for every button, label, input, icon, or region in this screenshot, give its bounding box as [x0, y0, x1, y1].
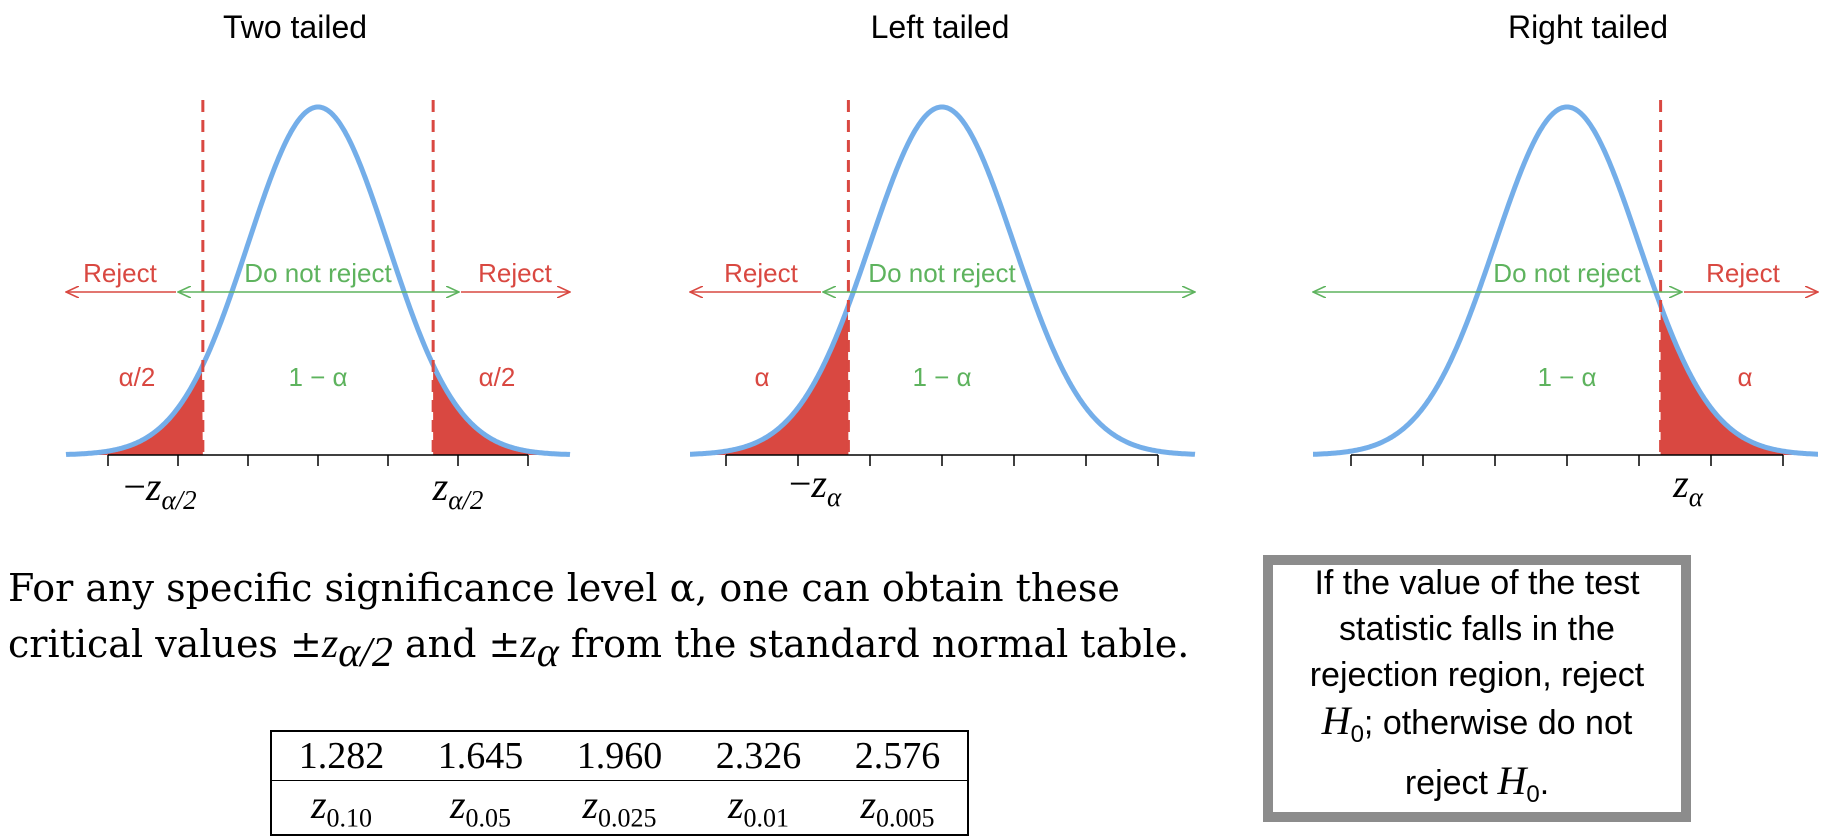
- table-cell: 1.960: [550, 731, 689, 781]
- area-label-middle: 1 − α: [1537, 362, 1596, 392]
- critical-value-label: −zα: [789, 461, 842, 512]
- left-tail-area: [66, 366, 203, 455]
- x-axis: [1350, 454, 1784, 466]
- panel-left-tailed: Left tailed Reject Do not reject α 1 − α…: [690, 9, 1195, 512]
- right-tail-area: [1660, 305, 1818, 455]
- area-label-right: α/2: [479, 362, 516, 392]
- reject-label-left: Reject: [724, 258, 798, 288]
- reject-label-left: Reject: [83, 258, 157, 288]
- table-cell: z0.05: [449, 782, 512, 833]
- table-cell: z0.01: [727, 782, 790, 833]
- critical-value-label: zα/2: [432, 464, 484, 515]
- table-cell: z0.10: [310, 782, 373, 833]
- table-cell: z0.025: [582, 782, 657, 833]
- description-text: For any specific significance level α, o…: [8, 560, 1238, 686]
- area-label-right: α: [1737, 362, 1752, 392]
- accept-label: Do not reject: [244, 258, 392, 288]
- panel-title: Two tailed: [223, 9, 367, 45]
- panel-right-tailed: Right tailed Do not reject Reject 1 − α …: [1313, 9, 1818, 512]
- critical-values-table: 1.282 1.645 1.960 2.326 2.576 z0.10 z0.0…: [270, 730, 969, 836]
- right-tail-area: [433, 365, 570, 455]
- x-axis: [107, 454, 529, 466]
- normal-curve: [1313, 104, 1818, 457]
- accept-label: Do not reject: [868, 258, 1016, 288]
- decision-rule-box: If the value of the test statistic falls…: [1263, 555, 1691, 822]
- reject-label-right: Reject: [478, 258, 552, 288]
- table-row: z0.10 z0.05 z0.025 z0.01 z0.005: [271, 781, 968, 835]
- table-cell: 1.645: [411, 731, 550, 781]
- critical-value-label: zα: [1672, 461, 1704, 512]
- table-cell: 2.576: [828, 731, 968, 781]
- reject-label-right: Reject: [1706, 258, 1780, 288]
- area-label-middle: 1 − α: [912, 362, 971, 392]
- table-cell: z0.005: [860, 782, 935, 833]
- table-row: 1.282 1.645 1.960 2.326 2.576: [271, 731, 968, 781]
- accept-label: Do not reject: [1493, 258, 1641, 288]
- decision-rule-text: If the value of the test statistic falls…: [1309, 563, 1645, 808]
- x-axis: [725, 454, 1159, 466]
- area-label-left: α: [754, 362, 769, 392]
- left-tail-area: [690, 306, 849, 455]
- panel-title: Left tailed: [871, 9, 1010, 45]
- description-line-1: For any specific significance level α, o…: [8, 566, 1120, 610]
- area-label-middle: 1 − α: [288, 362, 347, 392]
- area-label-left: α/2: [119, 362, 156, 392]
- critical-value-label: −zα/2: [123, 464, 196, 515]
- panel-title: Right tailed: [1508, 9, 1668, 45]
- normal-curve: [65, 104, 571, 457]
- description-line-2: critical values ±zα/2 and ±zα from the s…: [8, 621, 1190, 676]
- normal-curve: [690, 104, 1196, 457]
- table-cell: 2.326: [689, 731, 828, 781]
- table-cell: 1.282: [271, 731, 411, 781]
- panel-two-tailed: Two tailed Reject Do not reject Reject α…: [66, 9, 570, 515]
